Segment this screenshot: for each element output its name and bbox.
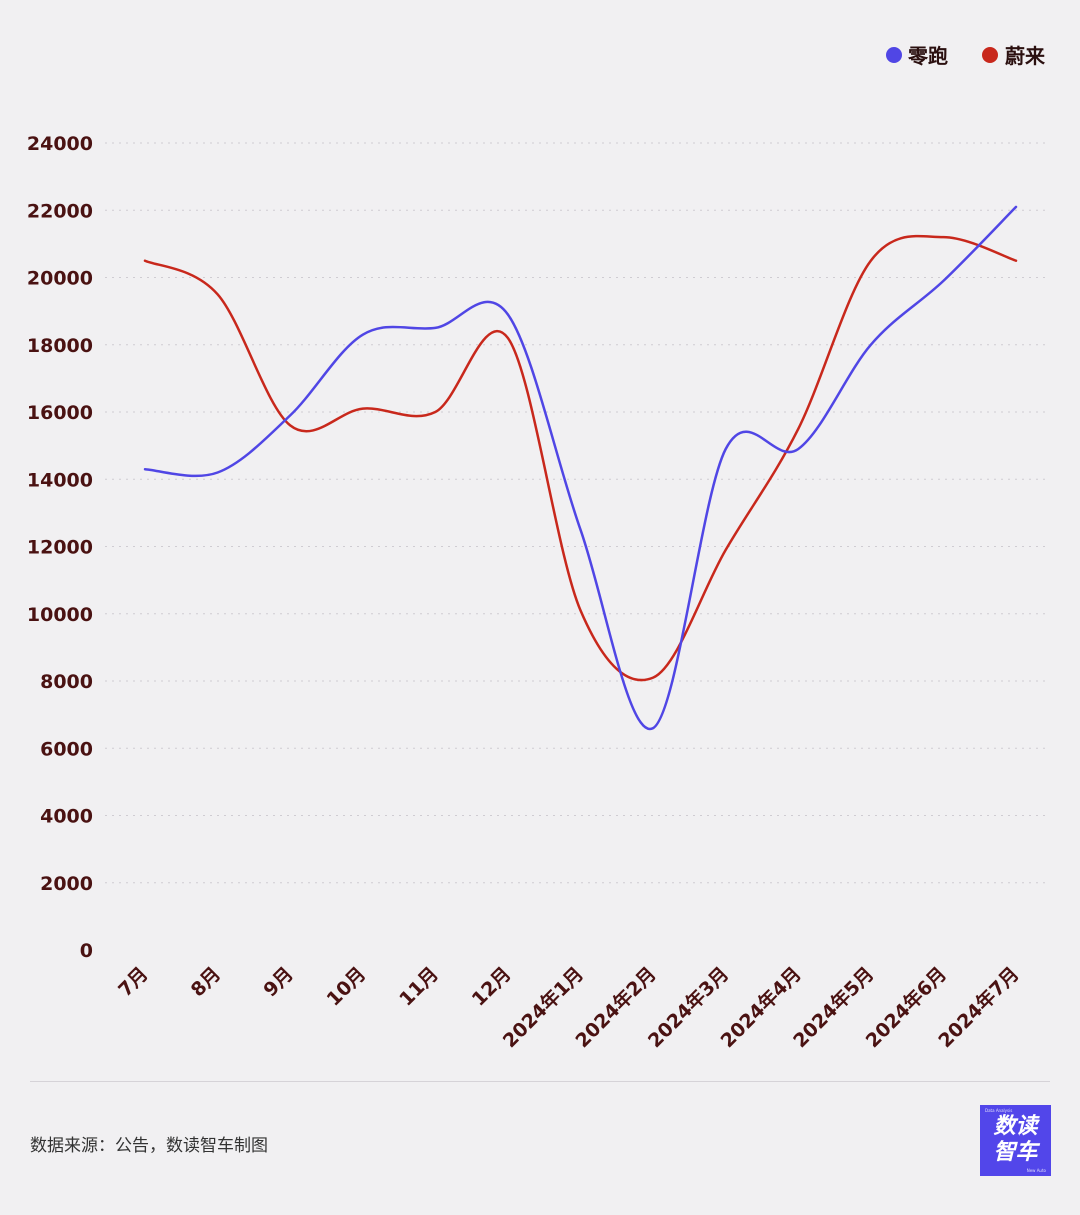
legend-label: 蔚来 xyxy=(1005,44,1046,68)
y-tick-label: 12000 xyxy=(27,537,93,559)
logo-tag-top: Data Analysis xyxy=(985,1108,1013,1113)
x-tick-label: 10月 xyxy=(323,963,371,1011)
legend-marker xyxy=(886,47,902,63)
legend: 零跑 蔚来 xyxy=(886,44,1046,68)
y-tick-label: 8000 xyxy=(40,671,93,693)
line-chart: 0 2000 4000 6000 8000 10000 12000 14000 16000 180… xyxy=(27,44,1050,1052)
footer-divider xyxy=(30,1081,1050,1082)
y-tick-label: 14000 xyxy=(27,469,93,491)
y-tick-label: 10000 xyxy=(27,604,93,626)
y-tick-label: 16000 xyxy=(27,402,93,424)
y-tick-label: 6000 xyxy=(40,738,93,760)
source-note: 数据来源：公告，数读智车制图 xyxy=(30,1136,268,1156)
y-tick-label: 0 xyxy=(80,940,93,962)
x-axis-ticks: 7月 8月 9月 10月 11月 12月2024年1月2024年2月2024年3月2024… xyxy=(114,962,1023,1052)
x-tick-label: 11月 xyxy=(395,963,443,1011)
series-lines xyxy=(143,205,1018,731)
y-tick-label: 18000 xyxy=(27,335,93,357)
series-line xyxy=(143,234,1018,682)
y-tick-label: 24000 xyxy=(27,133,93,155)
y-tick-label: 2000 xyxy=(40,873,93,895)
x-tick-label: 8月 xyxy=(187,963,225,1001)
x-tick-label: 9月 xyxy=(259,963,297,1001)
grid-lines xyxy=(105,142,1050,884)
x-tick-label: 12月 xyxy=(468,963,516,1011)
y-axis-ticks: 0 2000 4000 6000 8000 10000 12000 14000 16000 180… xyxy=(27,133,93,962)
x-tick-label: 7月 xyxy=(114,963,152,1001)
y-tick-label: 22000 xyxy=(27,200,93,222)
y-tick-label: 20000 xyxy=(27,268,93,290)
logo-line-2: 智车 xyxy=(993,1140,1038,1165)
logo-line-1: 数读 xyxy=(993,1114,1038,1139)
logo-tag-bottom: New Auto xyxy=(1026,1168,1046,1173)
legend-label: 零跑 xyxy=(907,44,948,68)
brand-logo: Data Analysis 数读 智车 New Auto xyxy=(980,1105,1051,1176)
series-line xyxy=(143,205,1018,731)
y-tick-label: 4000 xyxy=(40,806,93,828)
legend-marker xyxy=(982,47,998,63)
